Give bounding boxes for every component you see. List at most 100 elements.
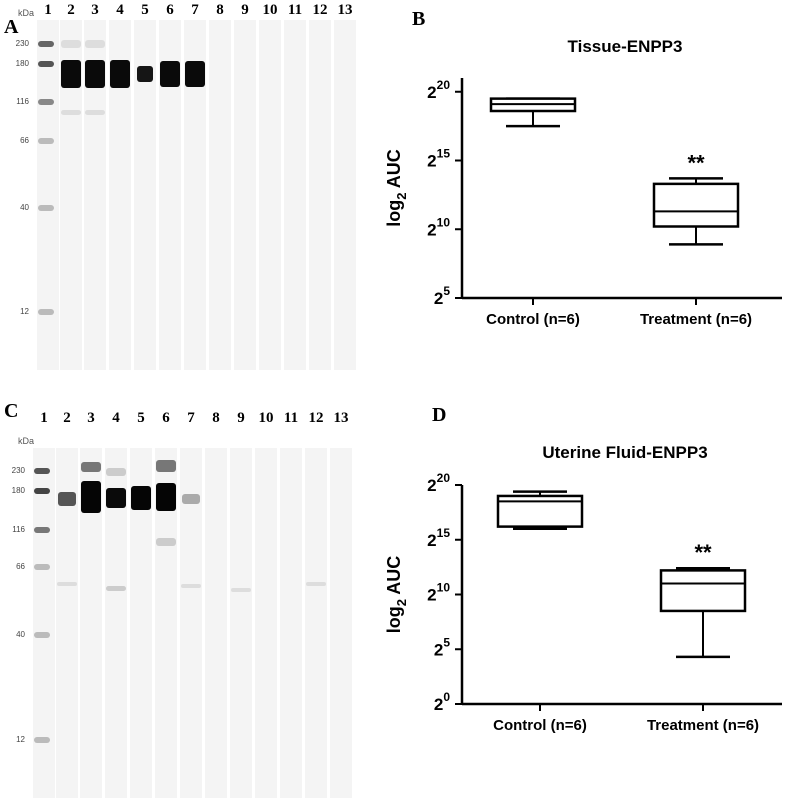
ladder-band	[38, 41, 54, 47]
mw-marker-label: 40	[20, 203, 29, 212]
iqr-box	[659, 569, 747, 613]
lane-number: 10	[262, 2, 278, 18]
protein-band	[106, 586, 126, 591]
lane-number: 6	[162, 410, 170, 426]
lane-number: 2	[67, 2, 75, 18]
blot-lane	[184, 20, 206, 370]
mw-marker-label: 12	[16, 735, 25, 744]
lane-number: 8	[212, 410, 220, 426]
protein-band	[61, 60, 81, 88]
lane-number: 1	[40, 410, 48, 426]
ladder-band	[34, 632, 50, 638]
lane-number: 3	[91, 2, 99, 18]
protein-band	[131, 486, 151, 510]
blot-lane	[284, 20, 306, 370]
lane-number: 5	[141, 2, 149, 18]
x-tick-label: Treatment (n=6)	[647, 717, 759, 734]
iqr-box	[652, 182, 740, 228]
ladder-band	[38, 205, 54, 211]
lane-number: 3	[87, 410, 95, 426]
kda-label: kDa	[17, 436, 34, 446]
blot-lane	[155, 448, 177, 798]
lane-number: 2	[63, 410, 71, 426]
lane-number: 5	[137, 410, 145, 426]
box-treatment	[652, 177, 740, 246]
protein-band	[85, 110, 105, 115]
y-tick-label: 215	[427, 147, 450, 171]
protein-band	[160, 61, 180, 87]
lane-number: 7	[187, 410, 195, 426]
ladder-band	[34, 468, 50, 474]
ladder-band	[34, 527, 50, 533]
mw-marker-label: 230	[15, 39, 29, 48]
lane-number: 9	[237, 410, 245, 426]
ladder-band	[34, 737, 50, 743]
blot-lane	[80, 448, 102, 798]
ladder-band	[34, 564, 50, 570]
blot-lane	[305, 448, 327, 798]
mw-marker-label: 180	[11, 486, 25, 495]
panel-letter-a: A	[4, 16, 19, 38]
protein-band	[81, 462, 101, 472]
box-control	[496, 490, 584, 531]
mw-marker-label: 116	[12, 525, 25, 534]
box-chart-tissue-enpp3: Tissue-ENPP3 25 210 215 220 log2 AUC Control (…	[384, 37, 782, 328]
blot-lane	[230, 448, 252, 798]
protein-band	[231, 588, 251, 592]
protein-band	[110, 60, 130, 88]
protein-band	[81, 481, 101, 513]
y-tick-label: 210	[427, 215, 450, 239]
protein-band	[85, 40, 105, 48]
lane-number: 13	[337, 2, 353, 18]
significance-marker: **	[687, 150, 705, 175]
ladder-band	[38, 99, 54, 105]
lane-number: 12	[312, 2, 328, 18]
y-tick-label: 220	[427, 78, 450, 102]
lane-number: 4	[116, 2, 124, 18]
protein-band	[61, 110, 81, 115]
blot-lane	[134, 20, 156, 370]
lane-number: 12	[308, 410, 324, 426]
kda-label: kDa	[17, 8, 34, 18]
lane-number: 7	[191, 2, 199, 18]
box-control	[489, 97, 577, 128]
y-tick-label: 215	[427, 526, 450, 550]
protein-band	[156, 538, 176, 546]
lane-number: 8	[216, 2, 224, 18]
chart-title: Uterine Fluid-ENPP3	[542, 443, 707, 462]
blot-lane	[334, 20, 356, 370]
y-tick-label: 25	[434, 284, 450, 308]
blot-lane	[84, 20, 106, 370]
y-axis-label: log2 AUC	[384, 149, 409, 227]
y-tick-label: 25	[434, 635, 450, 659]
mw-marker-label: 230	[11, 466, 25, 475]
chart-title: Tissue-ENPP3	[568, 37, 683, 56]
protein-band	[58, 492, 76, 506]
panel-letter-b: B	[412, 8, 426, 30]
western-blot-c: kDa 1 2 3 4 5 6 7 8 9 10 11 12 13 230 180 116 66 40 12	[0, 400, 380, 798]
box-chart-uterine-fluid-enpp3: Uterine Fluid-ENPP3 20 25 210 215 220 log2 AUC…	[384, 443, 782, 734]
protein-band	[137, 66, 153, 82]
lane-number: 4	[112, 410, 120, 426]
blot-lane	[205, 448, 227, 798]
lane-number: 11	[283, 410, 299, 426]
ladder-band	[38, 138, 54, 144]
x-tick-label: Treatment (n=6)	[640, 311, 752, 328]
x-tick-label: Control (n=6)	[486, 311, 580, 328]
blot-lane	[109, 20, 131, 370]
lane-number: 11	[287, 2, 303, 18]
panel-letter-d: D	[432, 404, 447, 426]
blot-lane	[33, 448, 55, 798]
protein-band	[182, 494, 200, 504]
x-tick-label: Control (n=6)	[493, 717, 587, 734]
blot-lane	[60, 20, 82, 370]
panel-letter-c: C	[4, 400, 19, 422]
ladder-band	[34, 488, 50, 494]
blot-lane	[255, 448, 277, 798]
blot-lane	[209, 20, 231, 370]
blot-lane	[105, 448, 127, 798]
blot-lane	[259, 20, 281, 370]
protein-band	[85, 60, 105, 88]
protein-band	[185, 61, 205, 87]
mw-marker-label: 66	[16, 562, 25, 571]
